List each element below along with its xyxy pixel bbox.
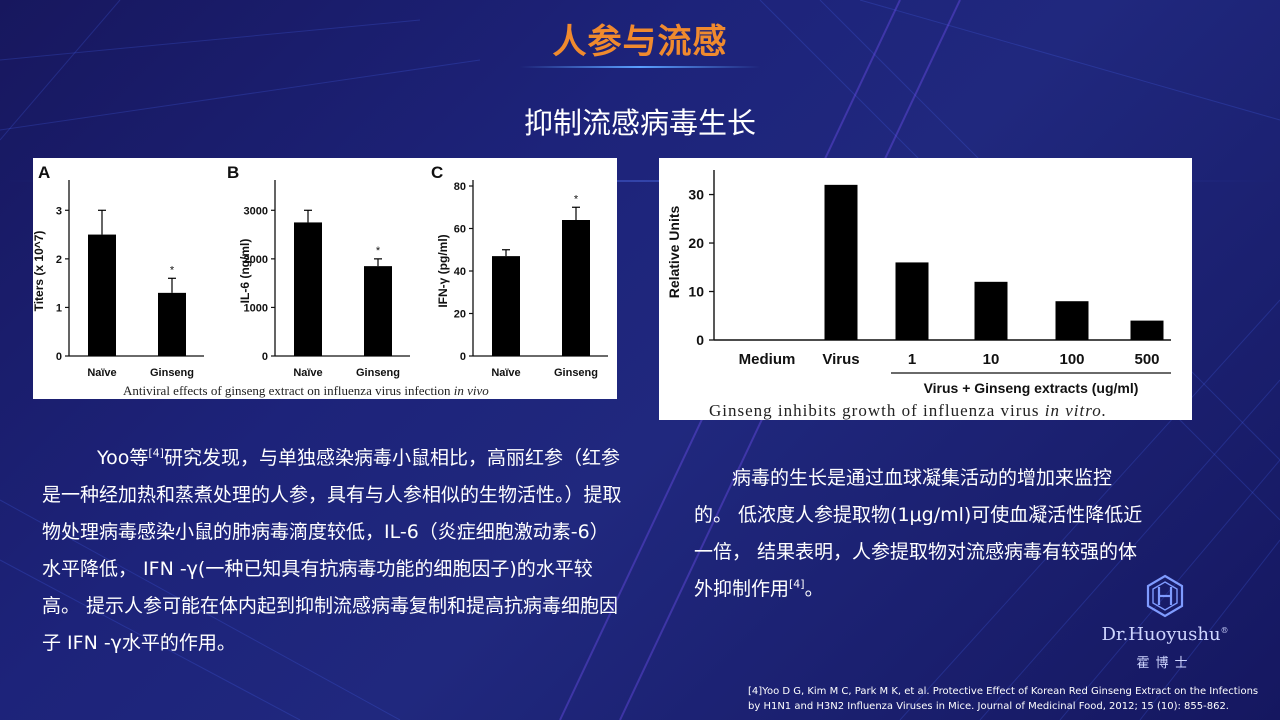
- y-tick-label: 1: [56, 302, 62, 314]
- y-tick-label: 40: [454, 266, 466, 278]
- slide-subtitle: 抑制流感病毒生长: [523, 106, 756, 140]
- y-tick-label: 2: [56, 254, 62, 266]
- paragraph-in-vivo: Yoo等[4]研究发现，与单独感染病毒小鼠相比，高丽红参（红参是一种经加热和蒸煮…: [42, 440, 622, 662]
- significance-mark: *: [574, 193, 579, 205]
- bar-10: [974, 281, 1008, 340]
- y-tick-label: 80: [454, 181, 466, 193]
- y-axis-label: Relative Units: [666, 205, 682, 298]
- x-tick-label: Ginseng: [150, 367, 194, 379]
- bar-ginseng: [562, 220, 590, 356]
- bar-1: [895, 262, 929, 340]
- slide-title: 人参与流感: [552, 22, 728, 62]
- bar-ginseng: [364, 266, 392, 356]
- x-tick-label: Virus: [822, 351, 859, 368]
- significance-mark: *: [170, 264, 175, 276]
- y-tick-label: 1000: [244, 302, 268, 314]
- figure-in-vivo: A Titers (x 10^7) 0 1 2 3 Naïve * Ginseng B IL-6 (…: [33, 158, 617, 399]
- x-tick-label: Naïve: [87, 367, 116, 379]
- y-tick-label: 0: [56, 351, 62, 363]
- y-axis-label: IFN-γ (pg/ml): [436, 234, 450, 307]
- y-tick-label: 20: [688, 235, 704, 251]
- x-tick-label: Ginseng: [554, 367, 598, 379]
- bar-nave: [294, 222, 322, 356]
- figure-right-caption: Ginseng inhibits growth of influenza vir…: [709, 401, 1107, 420]
- figure-left-caption: Antiviral effects of ginseng extract on …: [123, 383, 489, 398]
- x-tick-label: Medium: [739, 351, 796, 368]
- figure-in-vitro: Relative Units 0 10 20 30 Medium Virus 1 10 100 50…: [659, 158, 1192, 420]
- x-tick-label: Ginseng: [356, 367, 400, 379]
- bar-ginseng: [158, 292, 186, 356]
- y-tick-label: 20: [454, 309, 466, 321]
- panel-letter: A: [38, 163, 50, 182]
- logo-chinese-name: 霍博士: [1136, 656, 1194, 671]
- y-tick-label: 0: [262, 351, 268, 363]
- paragraph-author: Yoo等: [97, 447, 149, 469]
- y-tick-label: 2000: [244, 254, 268, 266]
- bar-virus: [824, 184, 858, 340]
- logo-brand: Huoyushu: [1128, 624, 1221, 645]
- y-tick-label: 60: [454, 224, 466, 236]
- logo-registered: ®: [1220, 626, 1229, 635]
- title-underline: [520, 66, 760, 68]
- panel-b: B IL-6 (ng/ml) 0 1000 2000 3000 Naïve * Ginseng: [227, 163, 410, 379]
- logo-wordmark: Dr.Huoyushu®: [1090, 624, 1240, 645]
- bar-500: [1130, 320, 1164, 340]
- panel-c: C IFN-γ (pg/ml) 0 20 40 60 80 Naïve * Ginseng: [431, 163, 608, 379]
- logo-icon: [1146, 574, 1184, 618]
- panel-letter: C: [431, 163, 443, 182]
- in-vitro-bar-chart: Relative Units 0 10 20 30 Medium Virus 1 10 100 50…: [666, 170, 1171, 420]
- paragraph-in-vitro: 病毒的生长是通过血球凝集活动的增加来监控的。 低浓度人参提取物(1μg/ml)可…: [694, 460, 1144, 608]
- panel-a: A Titers (x 10^7) 0 1 2 3 Naïve * Ginseng: [33, 163, 204, 379]
- x-tick-label: Naïve: [293, 367, 322, 379]
- reference-citation: [4]Yoo D G, Kim M C, Park M K, et al. Pr…: [748, 686, 1259, 712]
- logo-prefix: Dr.: [1101, 624, 1129, 645]
- panel-letter: B: [227, 163, 239, 182]
- paragraph-body: 研究发现，与单独感染病毒小鼠相比，高丽红参（红参是一种经加热和蒸煮处理的人参，具…: [42, 447, 622, 654]
- bar-nave: [492, 256, 520, 356]
- significance-mark: *: [376, 245, 381, 257]
- x-tick-label: 100: [1059, 351, 1084, 368]
- citation-mark: [4]: [789, 577, 805, 591]
- y-tick-label: 3: [56, 205, 62, 217]
- paragraph-end: 。: [804, 578, 824, 600]
- in-vivo-bar-charts: A Titers (x 10^7) 0 1 2 3 Naïve * Ginseng B IL-6 (…: [33, 163, 608, 398]
- bar-nave: [88, 234, 116, 356]
- x-tick-label: 1: [908, 351, 916, 368]
- citation-mark: [4]: [148, 446, 164, 460]
- group-label: Virus + Ginseng extracts (ug/ml): [924, 380, 1139, 396]
- x-tick-label: 500: [1134, 351, 1159, 368]
- y-tick-label: 3000: [244, 205, 268, 217]
- y-tick-label: 30: [688, 187, 704, 203]
- y-axis-label: Titers (x 10^7): [33, 231, 46, 312]
- paragraph-body: 病毒的生长是通过血球凝集活动的增加来监控的。 低浓度人参提取物(1μg/ml)可…: [694, 467, 1143, 600]
- y-tick-label: 10: [688, 284, 704, 300]
- x-tick-label: 10: [983, 351, 1000, 368]
- y-tick-label: 0: [696, 332, 704, 348]
- y-axis-label: IL-6 (ng/ml): [238, 239, 252, 304]
- y-tick-label: 0: [460, 351, 466, 363]
- bar-100: [1055, 301, 1089, 340]
- x-tick-label: Naïve: [491, 367, 520, 379]
